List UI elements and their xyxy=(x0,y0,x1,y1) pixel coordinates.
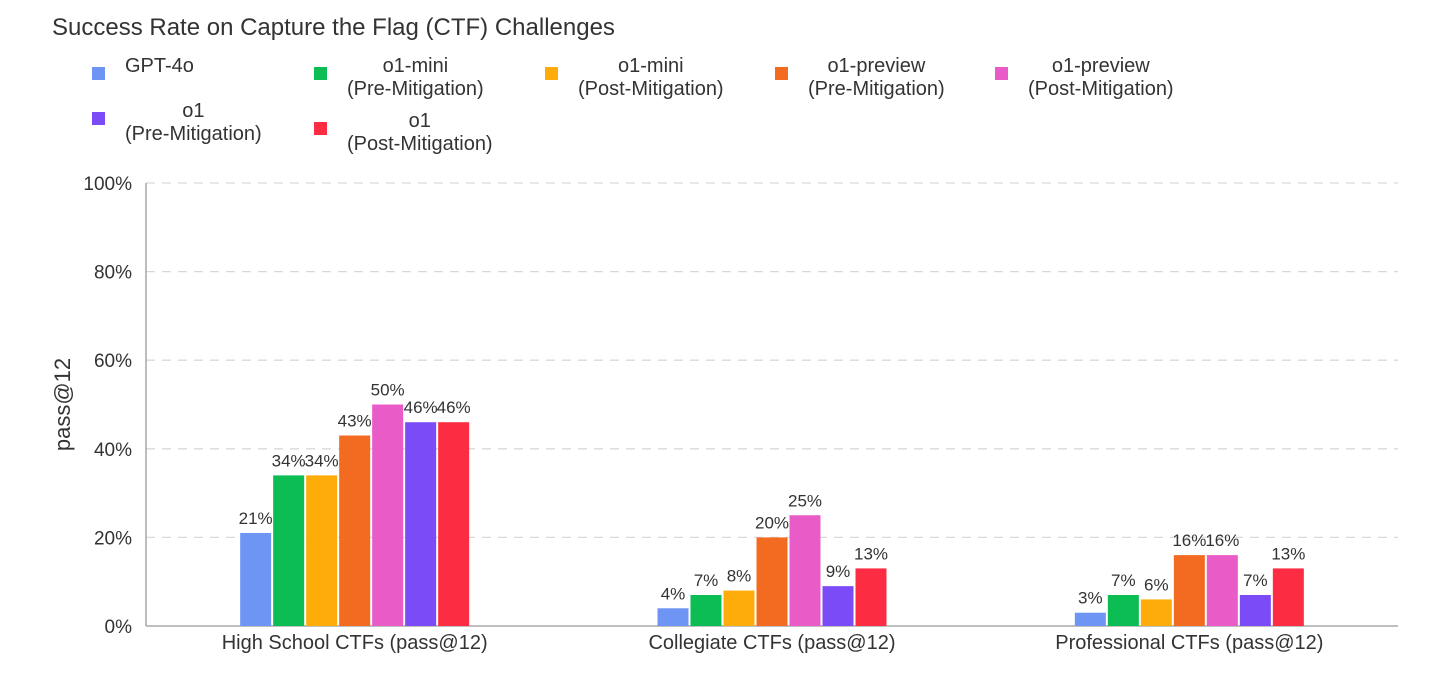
bar xyxy=(372,404,404,626)
legend-item: o1 (Pre-Mitigation) xyxy=(92,100,262,146)
legend-label-line: o1-mini xyxy=(618,55,684,77)
x-category-label: Professional CTFs (pass@12) xyxy=(1055,632,1323,654)
legend-label-line: o1-preview xyxy=(1051,55,1150,77)
bar xyxy=(756,537,788,626)
legend-swatch xyxy=(92,67,105,80)
data-label: 16% xyxy=(1205,531,1239,550)
y-tick-label: 40% xyxy=(94,440,132,461)
legend-label: o1-preview (Pre-Mitigation) xyxy=(808,55,945,101)
data-label: 21% xyxy=(239,509,273,528)
data-label: 9% xyxy=(826,562,851,581)
chart-title: Success Rate on Capture the Flag (CTF) C… xyxy=(52,14,615,41)
bar xyxy=(405,422,437,626)
bar xyxy=(240,532,272,626)
legend-swatch xyxy=(314,67,327,80)
legend-label-line: (Pre-Mitigation) xyxy=(125,123,262,145)
legend-item: o1-preview (Pre-Mitigation) xyxy=(775,55,945,101)
legend-label: o1 (Pre-Mitigation) xyxy=(125,100,262,146)
data-label: 7% xyxy=(694,571,719,590)
legend-label-line: (Pre-Mitigation) xyxy=(808,78,945,100)
data-label: 3% xyxy=(1078,589,1103,608)
legend-label: GPT-4o xyxy=(125,55,194,78)
y-tick-label: 60% xyxy=(94,351,132,372)
legend-label-line: GPT-4o xyxy=(125,55,194,77)
legend-swatch xyxy=(545,67,558,80)
y-tick-label: 0% xyxy=(105,617,133,638)
legend-label-line: o1 xyxy=(182,100,205,122)
bar xyxy=(690,594,722,626)
data-label: 8% xyxy=(727,567,752,586)
legend-label-line: (Post-Mitigation) xyxy=(347,133,493,155)
legend-item: GPT-4o xyxy=(92,55,194,80)
y-axis-title: pass@12 xyxy=(50,358,75,451)
data-label: 6% xyxy=(1144,575,1169,594)
y-tick-label: 20% xyxy=(94,528,132,549)
bar xyxy=(339,435,371,626)
legend-swatch xyxy=(314,122,327,135)
legend-label-line: o1-mini xyxy=(382,55,449,77)
x-category-label: High School CTFs (pass@12) xyxy=(222,632,488,654)
legend-label-line: o1-preview xyxy=(827,55,926,77)
bar xyxy=(1074,612,1106,626)
legend-label: o1 (Post-Mitigation) xyxy=(347,110,493,156)
bar xyxy=(1206,555,1238,626)
data-label: 7% xyxy=(1111,571,1136,590)
x-category-label: Collegiate CTFs (pass@12) xyxy=(648,632,895,654)
data-label: 34% xyxy=(305,451,339,470)
data-label: 34% xyxy=(272,451,306,470)
bar xyxy=(723,590,755,626)
legend-item: o1-mini (Pre-Mitigation) xyxy=(314,55,484,101)
data-label: 20% xyxy=(755,513,789,532)
legend-swatch xyxy=(92,112,105,125)
data-label: 25% xyxy=(788,491,822,510)
data-label: 46% xyxy=(437,398,471,417)
legend-label-line: (Pre-Mitigation) xyxy=(347,78,484,100)
bar xyxy=(438,422,470,626)
legend-label-line: o1 xyxy=(408,110,431,132)
bar xyxy=(657,608,689,626)
legend-label-line: (Post-Mitigation) xyxy=(578,78,724,100)
bar xyxy=(1173,555,1205,626)
bar xyxy=(306,475,338,626)
data-label: 43% xyxy=(338,412,372,431)
data-label: 13% xyxy=(1271,544,1305,563)
legend-item: o1 (Post-Mitigation) xyxy=(314,110,493,156)
legend-label: o1-preview (Post-Mitigation) xyxy=(1028,55,1174,101)
data-label: 16% xyxy=(1172,531,1206,550)
bar xyxy=(273,475,305,626)
legend-label: o1-mini (Pre-Mitigation) xyxy=(347,55,484,101)
bar xyxy=(789,515,821,626)
bar xyxy=(855,568,887,626)
bar xyxy=(1140,599,1172,626)
legend-swatch xyxy=(775,67,788,80)
legend-item: o1-mini (Post-Mitigation) xyxy=(545,55,724,101)
data-label: 13% xyxy=(854,544,888,563)
bar xyxy=(1239,594,1271,626)
legend-label: o1-mini (Post-Mitigation) xyxy=(578,55,724,101)
data-label: 7% xyxy=(1243,571,1268,590)
legend-swatch xyxy=(995,67,1008,80)
data-label: 4% xyxy=(661,584,686,603)
bar xyxy=(822,586,854,626)
legend: GPT-4o o1-mini (Pre-Mitigation) o1-mini (Pos… xyxy=(0,0,1456,160)
bar xyxy=(1272,568,1304,626)
y-tick-label: 100% xyxy=(83,174,132,195)
data-label: 46% xyxy=(404,398,438,417)
y-tick-label: 80% xyxy=(94,263,132,284)
legend-item: o1-preview (Post-Mitigation) xyxy=(995,55,1174,101)
legend-label-line: (Post-Mitigation) xyxy=(1028,78,1174,100)
data-label: 50% xyxy=(371,381,405,400)
bar xyxy=(1107,594,1139,626)
